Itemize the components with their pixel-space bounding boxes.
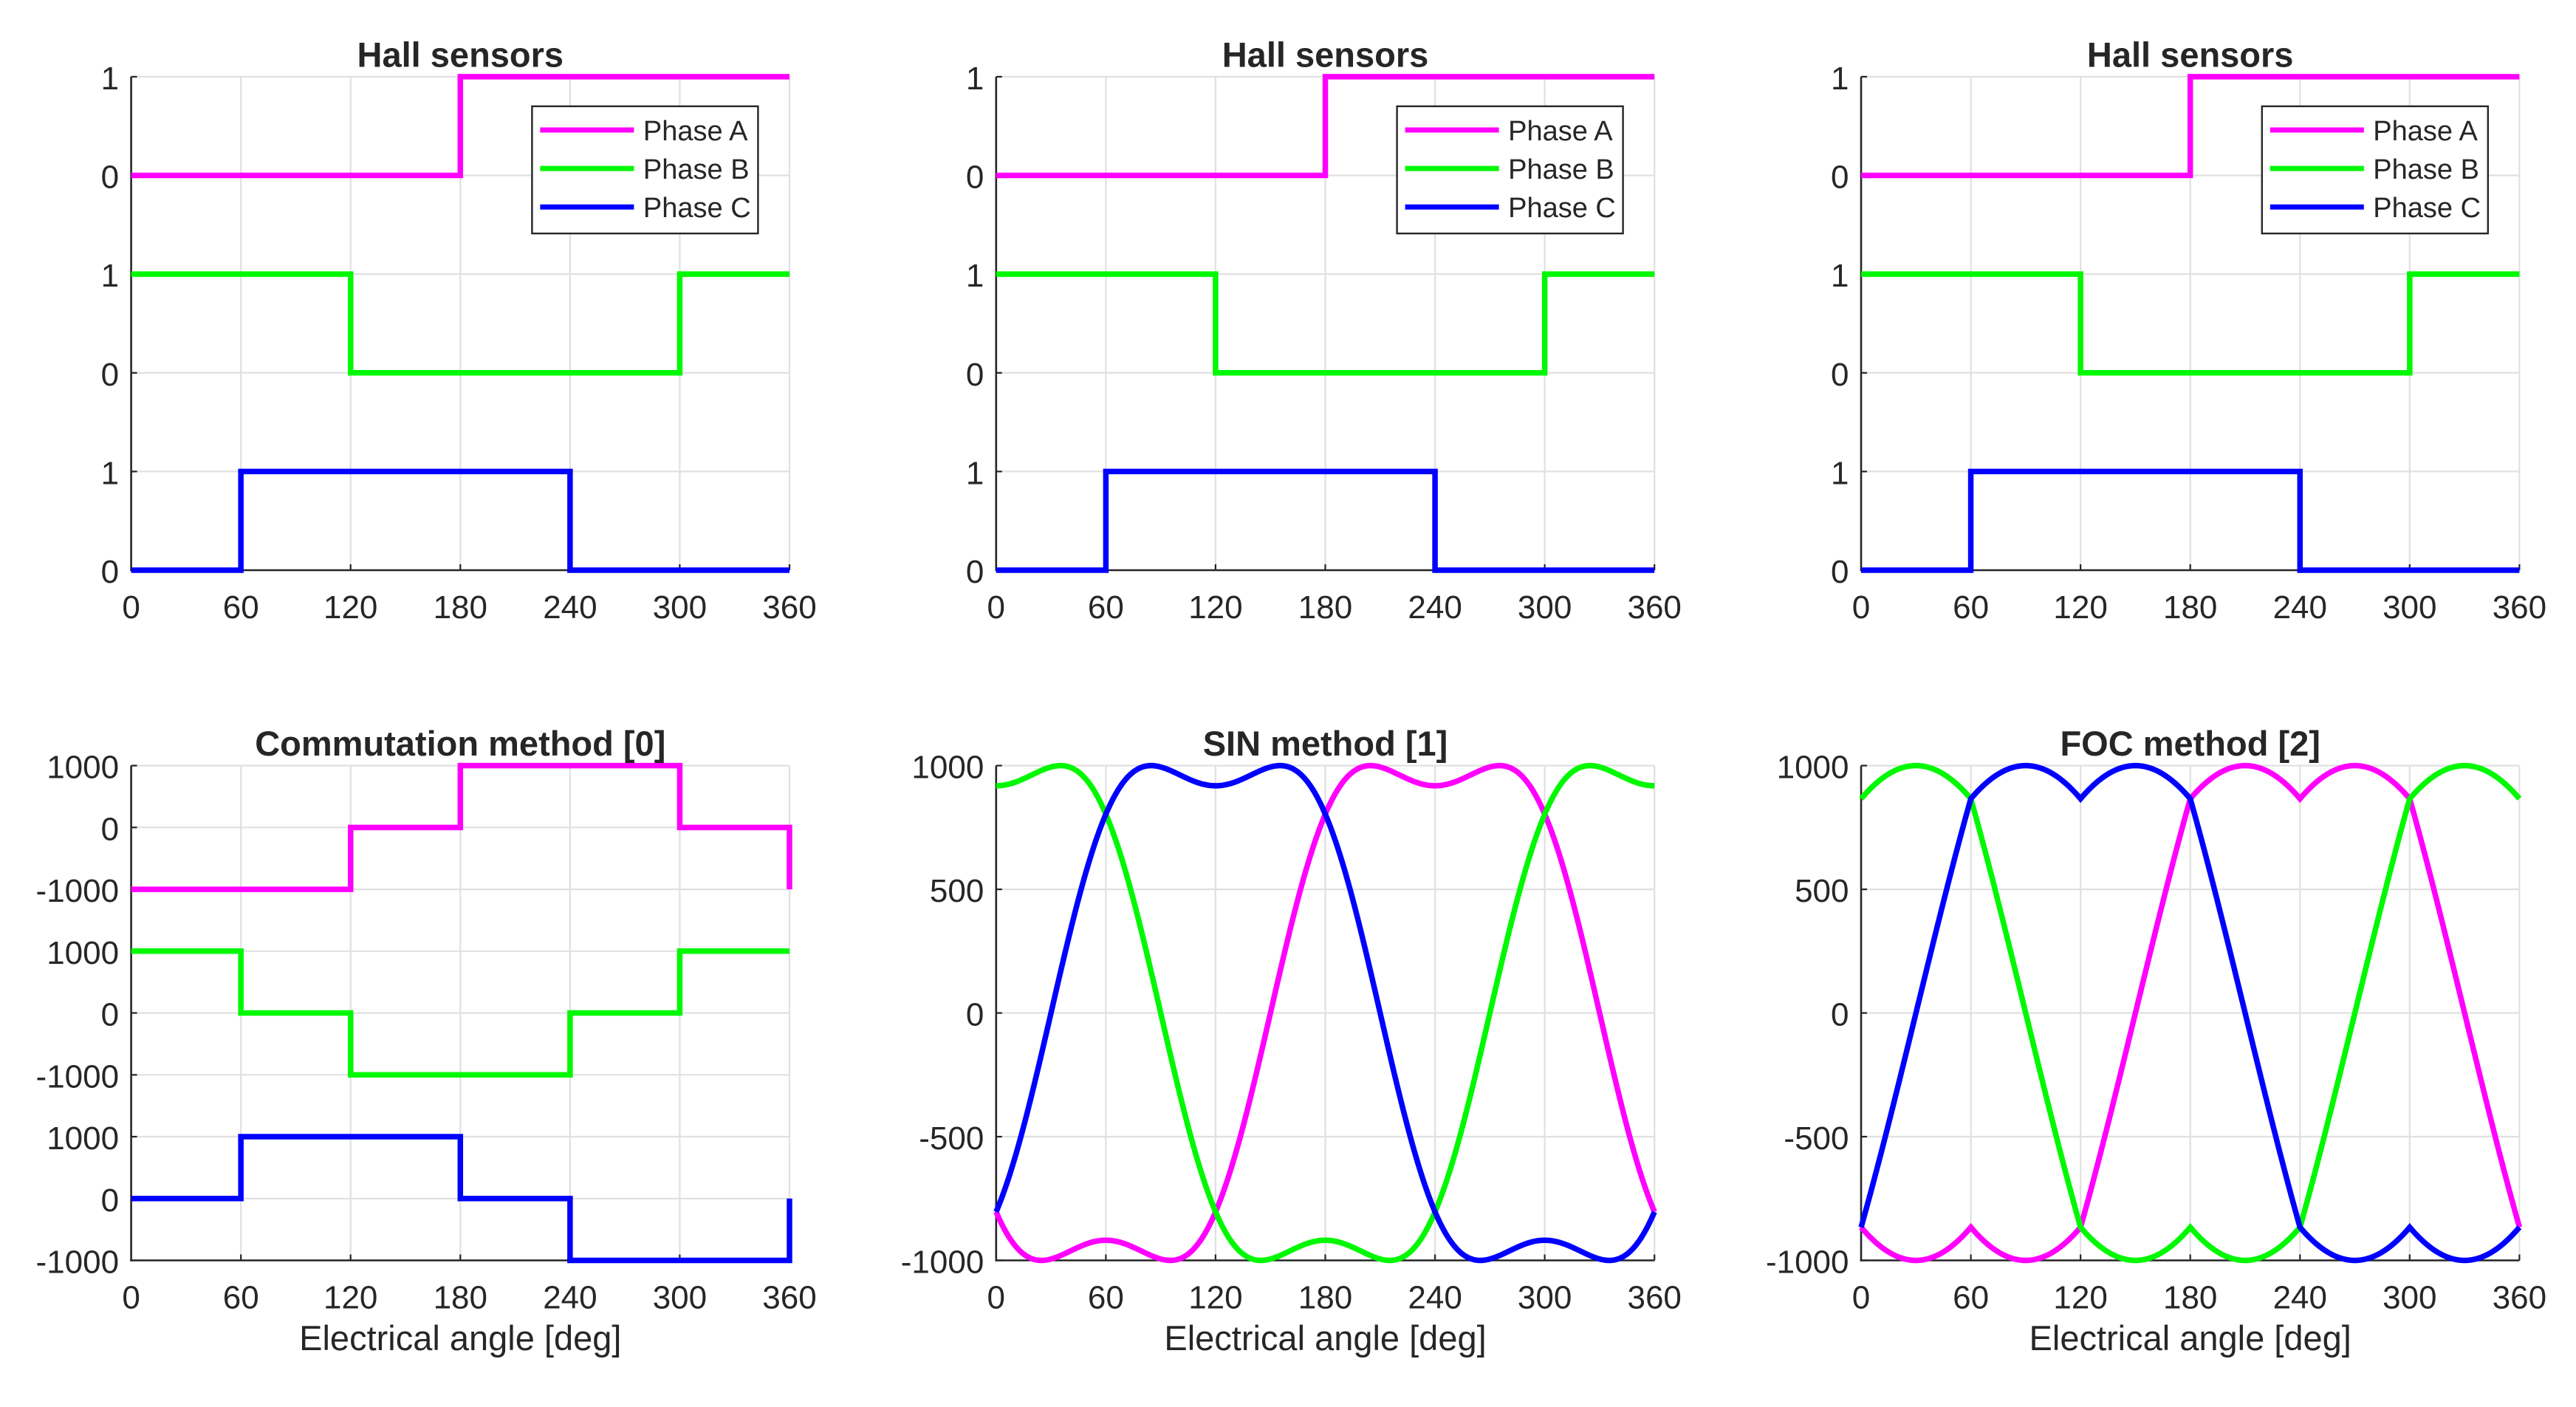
- svg-text:0: 0: [101, 357, 119, 393]
- svg-text:120: 120: [1188, 589, 1242, 626]
- svg-text:1000: 1000: [47, 1120, 119, 1157]
- svg-text:-1000: -1000: [901, 1245, 984, 1281]
- svg-text:Phase C: Phase C: [643, 193, 751, 224]
- svg-text:240: 240: [1408, 1280, 1462, 1316]
- svg-text:Hall sensors: Hall sensors: [2087, 35, 2294, 75]
- svg-text:Electrical angle [deg]: Electrical angle [deg]: [1164, 1318, 1486, 1358]
- svg-text:Phase B: Phase B: [1508, 154, 1614, 185]
- svg-text:300: 300: [2383, 1280, 2436, 1316]
- svg-text:180: 180: [1298, 1280, 1352, 1316]
- svg-text:1000: 1000: [47, 750, 119, 786]
- svg-text:120: 120: [323, 1280, 377, 1316]
- svg-text:180: 180: [2163, 1280, 2217, 1316]
- svg-text:Hall sensors: Hall sensors: [357, 35, 564, 75]
- svg-text:360: 360: [2493, 1280, 2546, 1316]
- svg-text:300: 300: [653, 1280, 707, 1316]
- svg-text:240: 240: [2273, 1280, 2327, 1316]
- svg-text:180: 180: [2163, 589, 2217, 626]
- svg-text:0: 0: [987, 589, 1005, 626]
- svg-text:Hall sensors: Hall sensors: [1222, 35, 1429, 75]
- svg-text:180: 180: [434, 1280, 487, 1316]
- svg-text:240: 240: [543, 1280, 597, 1316]
- svg-text:60: 60: [223, 1280, 259, 1316]
- svg-text:60: 60: [1953, 589, 1989, 626]
- svg-text:-500: -500: [1784, 1120, 1849, 1157]
- svg-text:0: 0: [101, 1182, 119, 1219]
- svg-text:1: 1: [101, 258, 119, 294]
- svg-text:120: 120: [2053, 1280, 2107, 1316]
- svg-text:Phase A: Phase A: [643, 116, 748, 147]
- svg-text:300: 300: [653, 589, 707, 626]
- svg-text:360: 360: [1627, 589, 1681, 626]
- svg-text:0: 0: [966, 554, 984, 590]
- svg-text:Phase C: Phase C: [2373, 193, 2481, 224]
- svg-text:Electrical angle [deg]: Electrical angle [deg]: [299, 1318, 621, 1358]
- svg-text:500: 500: [930, 873, 984, 909]
- svg-text:Phase A: Phase A: [1508, 116, 1613, 147]
- svg-text:-500: -500: [919, 1120, 984, 1157]
- svg-text:1000: 1000: [1777, 750, 1849, 786]
- svg-text:0: 0: [101, 811, 119, 847]
- svg-text:1: 1: [1831, 61, 1849, 97]
- svg-text:1: 1: [1831, 455, 1849, 491]
- svg-text:0: 0: [1831, 160, 1849, 196]
- svg-text:0: 0: [966, 357, 984, 393]
- svg-text:1: 1: [966, 61, 984, 97]
- svg-text:0: 0: [122, 1280, 140, 1316]
- svg-text:Phase B: Phase B: [2373, 154, 2479, 185]
- svg-text:1: 1: [966, 455, 984, 491]
- svg-text:0: 0: [101, 554, 119, 590]
- svg-text:60: 60: [1088, 589, 1124, 626]
- svg-text:360: 360: [762, 1280, 816, 1316]
- svg-text:300: 300: [1518, 1280, 1572, 1316]
- svg-text:1: 1: [101, 61, 119, 97]
- svg-text:180: 180: [434, 589, 487, 626]
- svg-text:300: 300: [1518, 589, 1572, 626]
- svg-text:0: 0: [1831, 357, 1849, 393]
- svg-text:Phase B: Phase B: [643, 154, 750, 185]
- svg-text:1: 1: [1831, 258, 1849, 294]
- svg-text:0: 0: [1852, 589, 1870, 626]
- svg-text:SIN method [1]: SIN method [1]: [1203, 724, 1448, 763]
- svg-text:1: 1: [101, 455, 119, 491]
- svg-text:0: 0: [1831, 997, 1849, 1033]
- svg-text:-1000: -1000: [36, 1245, 120, 1281]
- svg-text:Phase A: Phase A: [2373, 116, 2478, 147]
- svg-text:360: 360: [1627, 1280, 1681, 1316]
- svg-text:240: 240: [543, 589, 597, 626]
- svg-text:FOC method [2]: FOC method [2]: [2060, 724, 2320, 763]
- svg-text:120: 120: [2053, 589, 2107, 626]
- svg-text:120: 120: [1188, 1280, 1242, 1316]
- svg-text:0: 0: [122, 589, 140, 626]
- svg-text:60: 60: [223, 589, 259, 626]
- svg-text:120: 120: [323, 589, 377, 626]
- svg-text:Phase C: Phase C: [1508, 193, 1616, 224]
- svg-text:0: 0: [1852, 1280, 1870, 1316]
- svg-text:1000: 1000: [47, 935, 119, 971]
- svg-text:Commutation method [0]: Commutation method [0]: [255, 724, 665, 763]
- svg-text:60: 60: [1088, 1280, 1124, 1316]
- svg-text:180: 180: [1298, 589, 1352, 626]
- svg-text:1: 1: [966, 258, 984, 294]
- svg-text:360: 360: [762, 589, 816, 626]
- svg-text:0: 0: [987, 1280, 1005, 1316]
- svg-text:0: 0: [101, 160, 119, 196]
- svg-text:500: 500: [1795, 873, 1849, 909]
- svg-text:240: 240: [2273, 589, 2327, 626]
- svg-text:360: 360: [2493, 589, 2546, 626]
- svg-text:300: 300: [2383, 589, 2436, 626]
- svg-text:-1000: -1000: [1766, 1245, 1849, 1281]
- svg-text:Electrical angle [deg]: Electrical angle [deg]: [2029, 1318, 2351, 1358]
- svg-text:240: 240: [1408, 589, 1462, 626]
- svg-text:-1000: -1000: [36, 1058, 120, 1095]
- svg-text:-1000: -1000: [36, 873, 120, 909]
- svg-text:0: 0: [966, 160, 984, 196]
- svg-text:0: 0: [1831, 554, 1849, 590]
- svg-text:1000: 1000: [911, 750, 984, 786]
- svg-text:60: 60: [1953, 1280, 1989, 1316]
- svg-text:0: 0: [101, 997, 119, 1033]
- svg-text:0: 0: [966, 997, 984, 1033]
